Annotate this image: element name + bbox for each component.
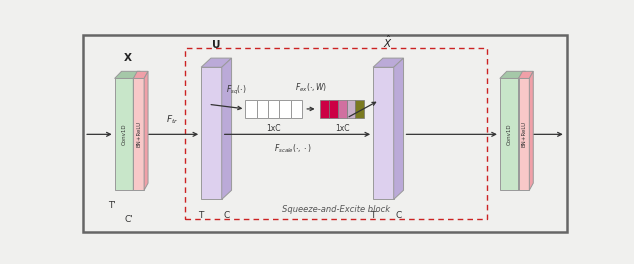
Bar xyxy=(356,100,364,118)
Polygon shape xyxy=(373,58,404,67)
Bar xyxy=(245,100,257,118)
Text: $F_{ex}(\cdot, W)$: $F_{ex}(\cdot, W)$ xyxy=(295,81,327,94)
Polygon shape xyxy=(201,67,222,199)
Text: U: U xyxy=(212,40,221,50)
Text: T': T' xyxy=(108,201,116,210)
Text: $\hat{X}$: $\hat{X}$ xyxy=(384,34,393,50)
Text: BN+ReLU: BN+ReLU xyxy=(136,121,141,147)
Text: Conv1D: Conv1D xyxy=(507,124,512,145)
Polygon shape xyxy=(133,71,148,78)
Bar xyxy=(257,100,268,118)
Polygon shape xyxy=(133,78,144,190)
Polygon shape xyxy=(201,58,231,67)
Text: X: X xyxy=(124,53,131,63)
Text: BN+ReLU: BN+ReLU xyxy=(521,121,526,147)
Text: T: T xyxy=(198,211,204,220)
Polygon shape xyxy=(133,71,140,190)
Bar xyxy=(338,100,347,118)
Text: C: C xyxy=(223,211,230,220)
Bar xyxy=(279,100,290,118)
Polygon shape xyxy=(519,71,533,78)
Polygon shape xyxy=(115,71,140,78)
Bar xyxy=(329,100,338,118)
Bar xyxy=(268,100,279,118)
Text: $F_{sq}(\cdot)$: $F_{sq}(\cdot)$ xyxy=(226,84,246,97)
Text: C': C' xyxy=(124,215,133,224)
Text: C: C xyxy=(395,211,401,220)
Text: 1xC: 1xC xyxy=(335,124,349,133)
Text: Conv1D: Conv1D xyxy=(122,124,126,145)
Text: $F_{tr}$: $F_{tr}$ xyxy=(166,114,179,126)
Polygon shape xyxy=(373,67,394,199)
Polygon shape xyxy=(519,78,529,190)
Text: $F_{scale}(\cdot,\cdot)$: $F_{scale}(\cdot,\cdot)$ xyxy=(275,143,312,155)
Text: Squeeze-and-Excite block: Squeeze-and-Excite block xyxy=(282,205,390,214)
Bar xyxy=(320,100,329,118)
Polygon shape xyxy=(144,71,148,190)
Polygon shape xyxy=(222,58,231,199)
Polygon shape xyxy=(500,71,526,78)
Text: T: T xyxy=(370,211,375,220)
Polygon shape xyxy=(500,78,519,190)
Bar xyxy=(185,48,487,219)
Polygon shape xyxy=(394,58,404,199)
Bar xyxy=(290,100,302,118)
Bar xyxy=(347,100,356,118)
Polygon shape xyxy=(115,78,133,190)
Polygon shape xyxy=(529,71,533,190)
Polygon shape xyxy=(519,71,526,190)
Text: 1xC: 1xC xyxy=(266,124,281,133)
